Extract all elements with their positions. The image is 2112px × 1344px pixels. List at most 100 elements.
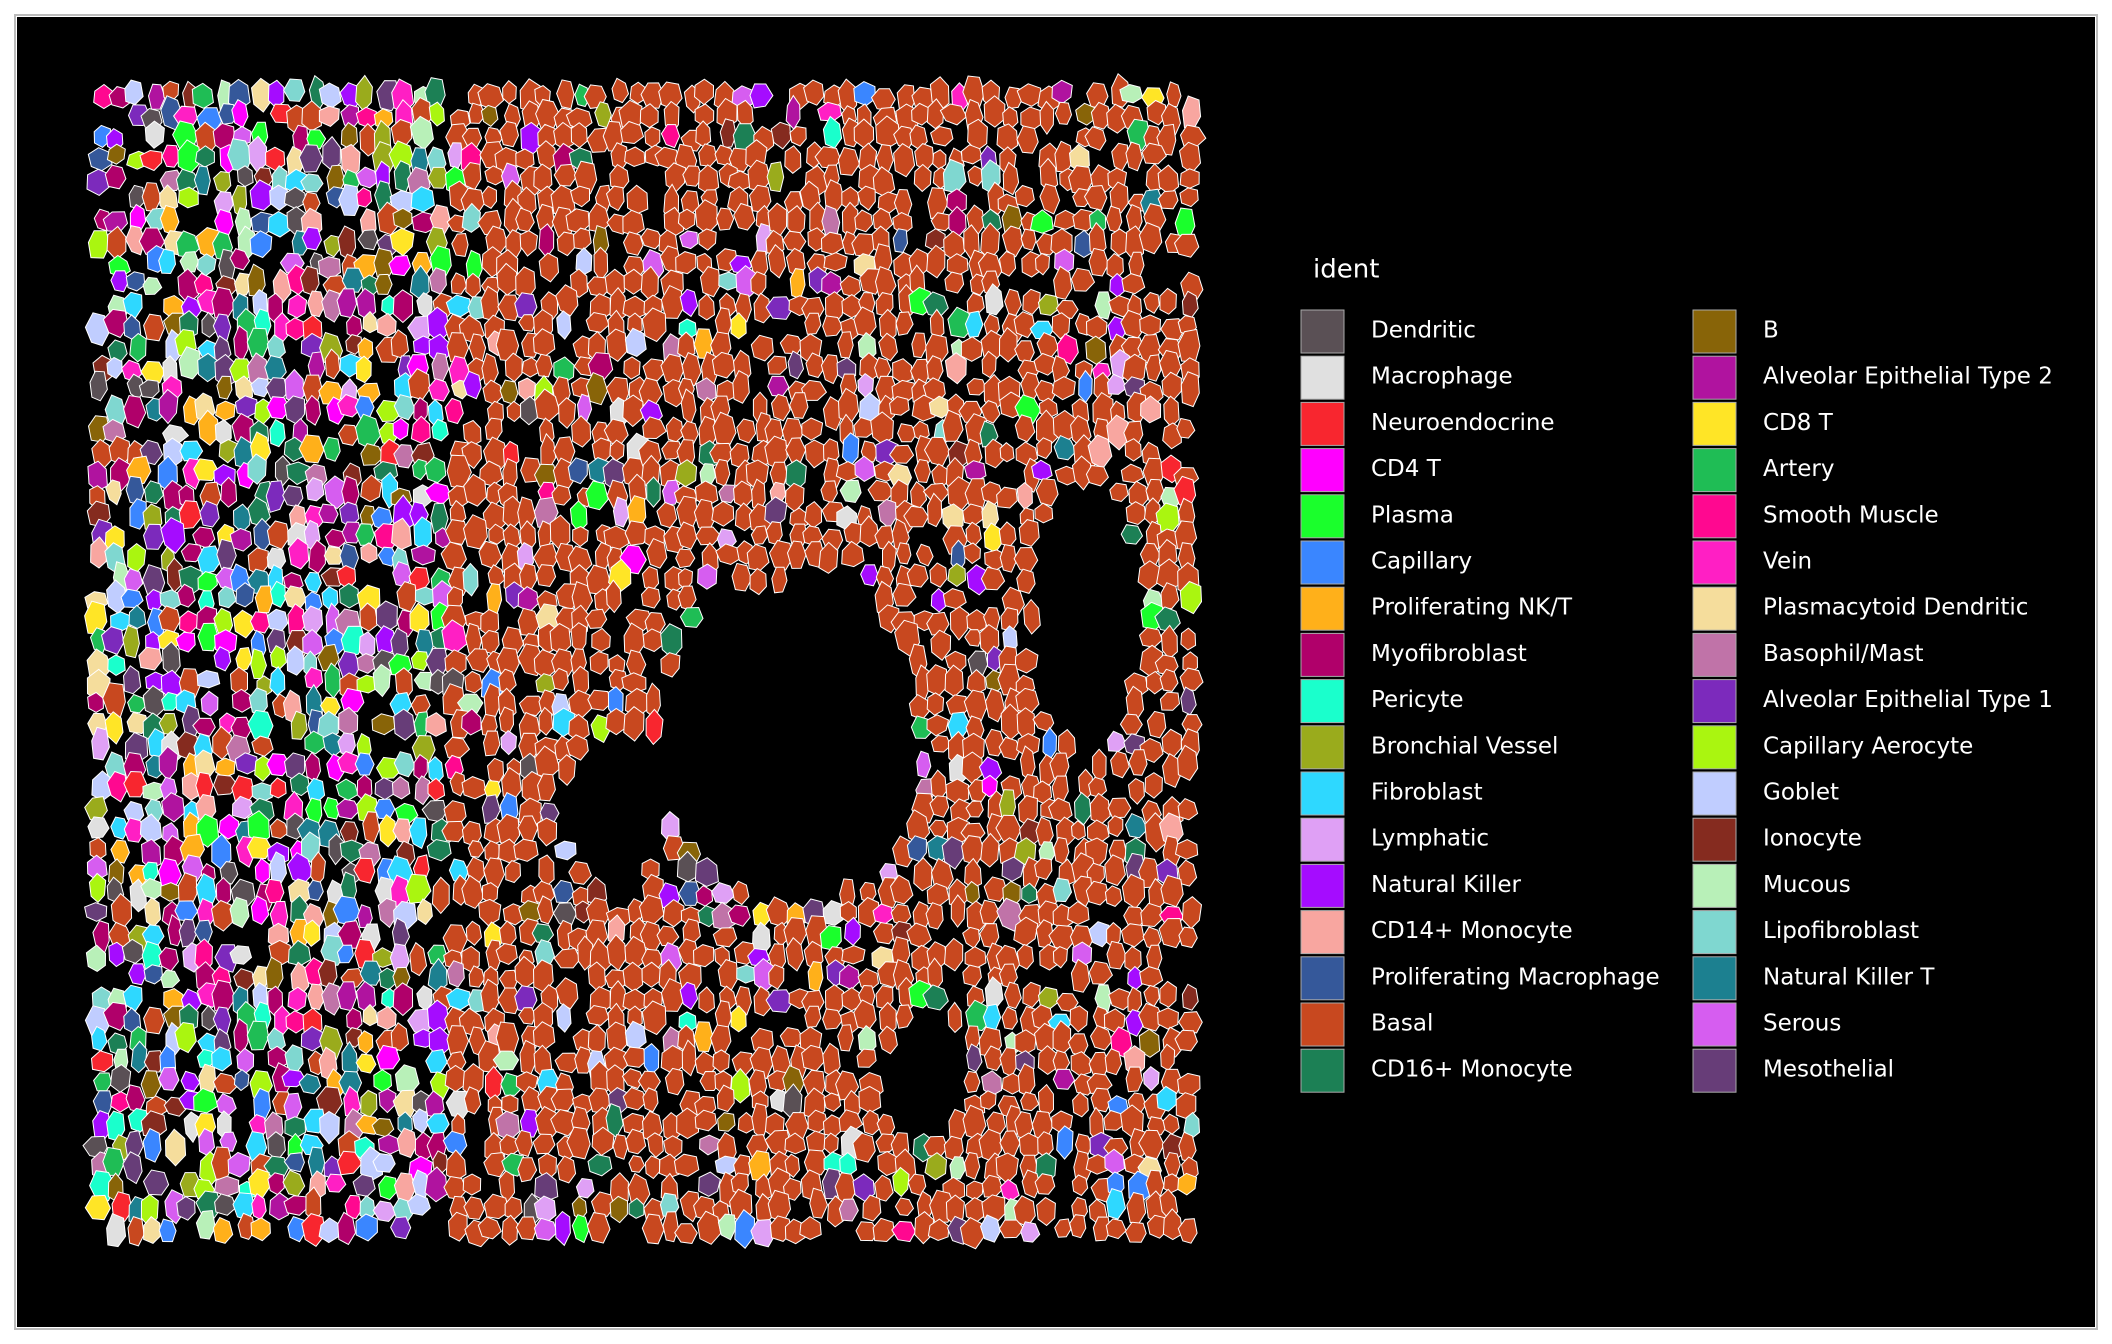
cell (551, 667, 569, 692)
cell (983, 95, 1006, 128)
cell (199, 500, 220, 528)
cell (698, 293, 716, 321)
cell (1179, 580, 1203, 615)
cell (480, 104, 499, 127)
cell (928, 819, 949, 838)
cell (283, 78, 306, 102)
cell (558, 397, 577, 430)
cell (984, 438, 1005, 469)
cell (461, 776, 487, 800)
cell (444, 397, 464, 425)
cell (425, 712, 447, 737)
cell (321, 289, 343, 323)
cell (1180, 371, 1200, 408)
cell (1021, 1169, 1041, 1199)
cell (925, 902, 944, 930)
cell (160, 969, 181, 989)
cell (391, 775, 411, 800)
legend-swatch (1692, 817, 1737, 862)
cell (214, 1193, 237, 1216)
cell (488, 523, 505, 545)
cell (566, 1126, 591, 1160)
cell (431, 418, 449, 442)
cell (1106, 940, 1127, 970)
cell (129, 498, 148, 530)
cell (362, 310, 378, 334)
cell (465, 648, 492, 673)
cell (892, 1166, 910, 1198)
cell (837, 146, 861, 176)
cell (766, 161, 785, 193)
cell (235, 646, 253, 673)
cell (587, 689, 613, 711)
cell (1089, 1024, 1113, 1051)
cell (410, 415, 431, 444)
cell (715, 207, 735, 231)
cell (1056, 1125, 1074, 1160)
cell (441, 820, 466, 843)
cell (249, 179, 275, 211)
cell (911, 332, 927, 359)
cell (106, 770, 128, 803)
cell (142, 523, 166, 550)
legend-swatch (1692, 1048, 1737, 1093)
cell (1035, 478, 1059, 507)
cell (699, 1134, 720, 1156)
legend-label: B (1763, 318, 1779, 344)
cell (462, 1173, 482, 1196)
cell (734, 1208, 756, 1250)
cell (378, 813, 397, 848)
cell (467, 840, 485, 858)
cell (336, 1150, 363, 1176)
cell (1029, 209, 1054, 234)
cell (1107, 797, 1132, 819)
legend-label: Alveolar Epithelial Type 1 (1763, 687, 2053, 713)
cell (862, 1109, 881, 1136)
cell (201, 311, 217, 338)
cell (1178, 1011, 1203, 1034)
cell (84, 902, 108, 922)
legend-swatch (1692, 586, 1737, 631)
legend-label: CD4 T (1371, 456, 1442, 482)
cell (110, 816, 130, 840)
cell (462, 370, 482, 400)
cell (91, 726, 110, 761)
cell (620, 120, 645, 145)
cell (623, 356, 641, 380)
legend-swatch (1300, 771, 1345, 816)
cell (301, 226, 323, 251)
cell (979, 1090, 997, 1110)
cell (963, 1151, 981, 1180)
cell (1092, 1216, 1111, 1242)
cell (1108, 987, 1134, 1011)
cell (1138, 221, 1163, 255)
cell (287, 537, 310, 570)
cell (298, 144, 324, 173)
cell (88, 872, 107, 904)
legend-swatch (1692, 863, 1737, 908)
cell (1157, 1007, 1179, 1030)
cell (427, 166, 450, 189)
cell (980, 400, 1001, 424)
cell (641, 307, 667, 343)
cell (804, 1005, 822, 1028)
cell (765, 296, 794, 320)
cell (642, 1087, 659, 1113)
cell (664, 1067, 685, 1096)
cell (962, 964, 982, 987)
cell (622, 1046, 649, 1068)
cell (143, 1006, 165, 1035)
cell (660, 284, 685, 319)
cell (1145, 354, 1162, 382)
cell (556, 1003, 572, 1033)
cell (893, 143, 916, 178)
cell (768, 964, 785, 990)
legend-label: Pericyte (1371, 687, 1463, 713)
cell (731, 562, 753, 592)
cell (1014, 647, 1039, 674)
cells (82, 72, 1207, 1250)
cell (357, 1030, 374, 1055)
cell (90, 1050, 114, 1073)
cell (711, 351, 737, 379)
legend-swatch (1300, 1048, 1345, 1093)
